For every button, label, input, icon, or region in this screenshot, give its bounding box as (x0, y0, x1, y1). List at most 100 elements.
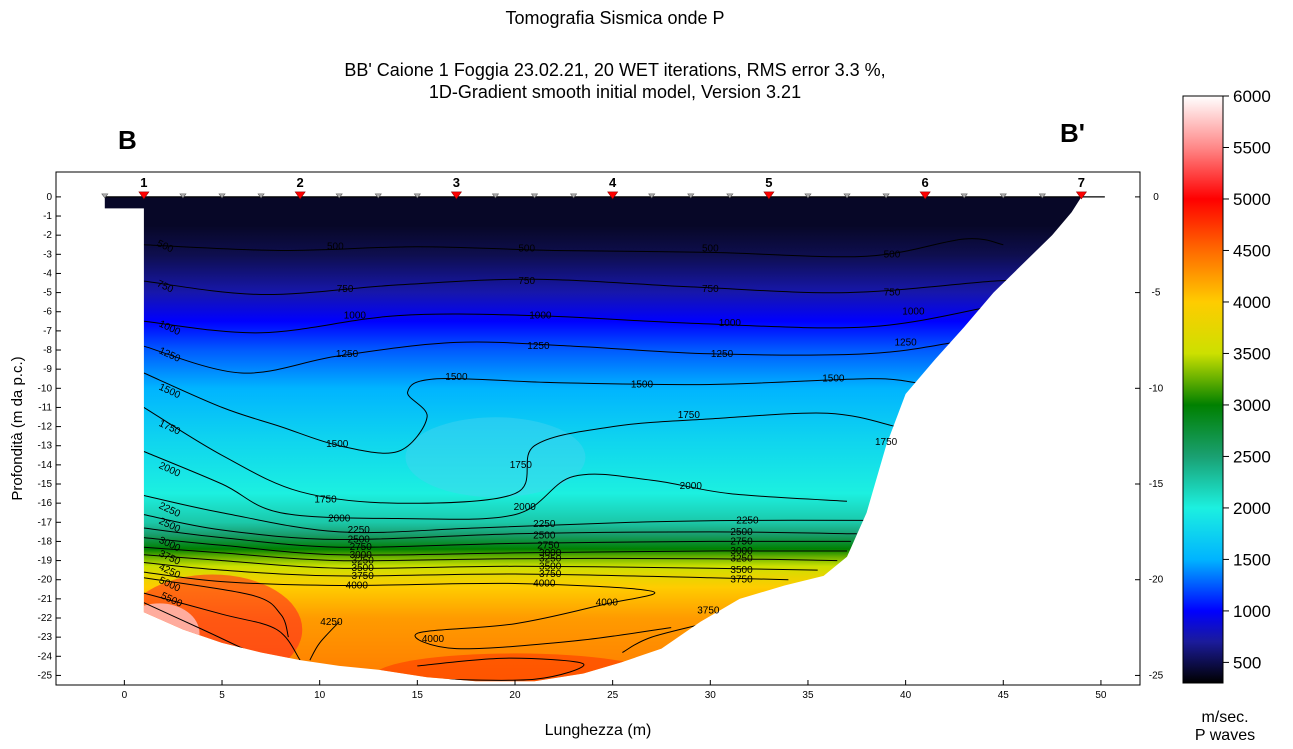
y-tick-label: -25 (38, 670, 53, 681)
shot-marker (450, 191, 462, 200)
geophone-marker (101, 193, 109, 199)
y-tick-label: -18 (38, 536, 53, 547)
y-tick-label: -16 (38, 498, 53, 509)
colorbar-tick-label: 1000 (1233, 602, 1271, 621)
y-tick-label: -14 (38, 460, 53, 471)
contour-label: 1250 (527, 341, 550, 352)
plot-border (55, 171, 1141, 686)
geophone-marker (687, 193, 695, 199)
geophone-marker (257, 193, 265, 199)
contour-label: 3000 (539, 548, 562, 559)
colorbar: 6000 5500 5000 4500 4000 3500 3000 2500 2000 1500… (1182, 87, 1271, 684)
x-tick-label: 40 (900, 690, 912, 701)
contour-line-1000 (143, 305, 994, 334)
contour-label: 1500 (822, 374, 845, 385)
shot-marker (1075, 191, 1087, 200)
contour-label: 1000 (344, 311, 367, 322)
contour-label: 3500 (352, 563, 375, 574)
contour-label: 3250 (539, 554, 562, 565)
contour-label: 1750 (510, 460, 533, 471)
contour-line-2500 (143, 514, 857, 541)
contour-line-unlabeled (143, 592, 301, 661)
geophone-marker (530, 193, 539, 199)
shot-marker (763, 191, 775, 200)
x-tick-label: 15 (412, 690, 424, 701)
shot-label: 6 (922, 175, 929, 190)
colorbar-tick-label: 5000 (1233, 190, 1271, 209)
contour-label: 1500 (631, 379, 654, 390)
contour-label: 2000 (514, 502, 537, 513)
x-tick-label: 35 (802, 690, 814, 701)
colorbar-tick-label: 6000 (1233, 87, 1271, 106)
contour-label: 750 (884, 288, 901, 299)
contour-label: 2500 (348, 535, 371, 546)
y-tick-label: -3 (43, 249, 52, 260)
contour-label: 500 (702, 244, 719, 255)
y-tick-label: -9 (43, 364, 52, 375)
y-tick-label: -6 (43, 307, 52, 318)
y-tick-label: -24 (38, 651, 53, 662)
y-tick-label: -23 (38, 632, 53, 643)
contour-line-1250 (143, 341, 955, 374)
section-label-right: B' (1060, 118, 1085, 148)
contour-label: 1750 (314, 494, 337, 505)
contour-line-3000 (143, 537, 848, 556)
contour-label: 4250 (320, 617, 343, 628)
contour-label: 750 (702, 284, 719, 295)
shot-label: 4 (609, 175, 617, 190)
contour-line-unlabeled (143, 577, 289, 638)
colorbar-tick-label: 4500 (1233, 241, 1271, 260)
contour-line-4250 (309, 621, 340, 661)
y-tick-label: -10 (38, 383, 53, 394)
contour-line-500 (143, 238, 1004, 258)
contour-line-750 (143, 278, 1014, 296)
geophone-marker (843, 193, 851, 199)
y-right-tick-label: -5 (1152, 288, 1161, 299)
x-tick-label: 0 (122, 690, 128, 701)
x-tick-label: 50 (1095, 690, 1107, 701)
contour-label: 500 (327, 242, 344, 253)
shot-marker (138, 191, 150, 200)
colorbar-tick-label: 4000 (1233, 293, 1271, 312)
axes: 0 5 10 15 20 25 30 35 40 45 500-1-2-3-4-5-6-7-8-9-… (9, 192, 1164, 739)
contour-label: 3750 (352, 571, 375, 582)
contour-label: 1500 (445, 372, 468, 383)
contour-label: 4000 (422, 634, 445, 645)
contour-line-1750 (143, 406, 896, 504)
y-tick-label: -17 (38, 517, 53, 528)
colorbar-tick-label: 3500 (1233, 344, 1271, 363)
geophone-marker (335, 193, 343, 199)
contour-label: 1000 (902, 307, 925, 318)
shot-label: 2 (297, 175, 304, 190)
shot-marker (294, 191, 306, 200)
y-tick-label: -22 (38, 613, 53, 624)
geophone-marker (1038, 193, 1046, 199)
contour-line-unlabeled (417, 657, 585, 681)
y-tick-label: -7 (43, 326, 52, 337)
x-tick-label: 45 (998, 690, 1010, 701)
x-axis-label: Lunghezza (m) (545, 722, 652, 739)
section-label-left: B (118, 125, 137, 155)
shot-label: 3 (453, 175, 460, 190)
contour-label: 2250 (533, 519, 556, 530)
contour-label: 750 (337, 284, 354, 295)
geophone-marker (999, 193, 1007, 199)
y-tick-label: -4 (43, 268, 52, 279)
contour-line-3250 (143, 546, 838, 562)
geophone-marker (374, 193, 382, 199)
contour-line-3750 (143, 562, 789, 581)
contour-label: 2500 (533, 531, 556, 542)
colorbar-scale (1182, 95, 1224, 684)
geophone-marker (569, 193, 578, 199)
chart-title: Tomografia Sismica onde P (505, 8, 725, 28)
geophone-marker (179, 193, 187, 199)
plot-frame (55, 171, 1141, 686)
contour-label: 3750 (730, 575, 753, 586)
colorbar-tick-label: 1500 (1233, 550, 1271, 569)
deep-red-zone (374, 653, 655, 682)
contour-label: 2250 (736, 515, 759, 526)
contour-label: 2000 (328, 513, 351, 524)
geophone-marker (491, 193, 500, 199)
contour-label: 3250 (730, 554, 753, 565)
surface-geophones: 1 2 3 4 5 6 7 (101, 175, 1105, 200)
